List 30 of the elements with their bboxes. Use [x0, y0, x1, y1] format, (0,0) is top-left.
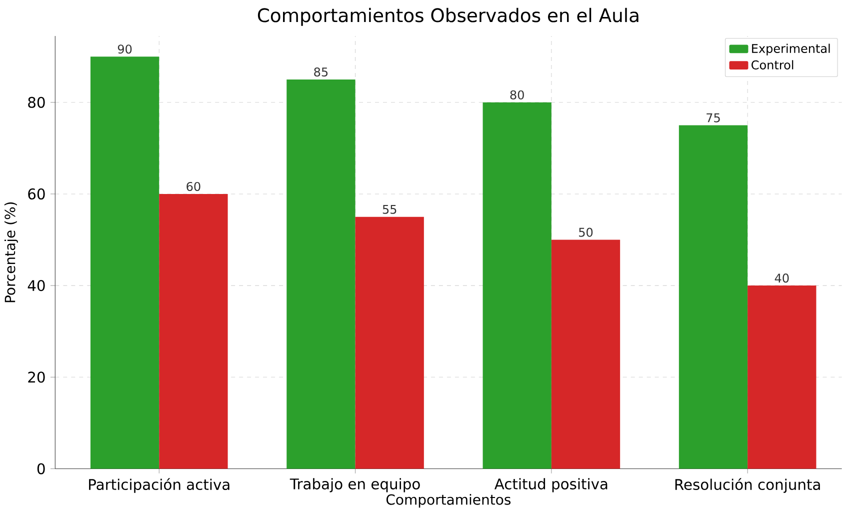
data-label: 80 [510, 90, 524, 100]
bar [551, 240, 620, 469]
x-tick-label: Actitud positiva [494, 478, 608, 492]
y-tick-label: 60 [28, 188, 45, 200]
x-tick-label: Participación activa [89, 478, 230, 493]
y-tick-label: 80 [28, 96, 45, 108]
legend-label: Experimental [752, 44, 830, 56]
y-tick-label: 0 [37, 463, 45, 474]
data-label: 40 [774, 274, 789, 283]
y-tick-label: 40 [28, 280, 45, 292]
y-axis-title: Porcentaje (%) [4, 202, 18, 302]
x-tick-label: Resolución conjunta [675, 478, 820, 493]
x-tick-label: Trabajo en equipo [290, 478, 420, 492]
data-label: 60 [186, 182, 200, 192]
data-label: 55 [382, 205, 396, 214]
x-axis-title: Comportamientos [386, 494, 511, 508]
bar [355, 216, 424, 469]
bar [159, 194, 228, 469]
bar [748, 286, 816, 469]
bar [482, 102, 552, 469]
data-label: 75 [706, 113, 720, 122]
bar [678, 125, 748, 469]
chart-title: Comportamientos Observados en el Aula [258, 8, 638, 26]
bar [90, 56, 160, 469]
legend-label: Control [752, 60, 794, 70]
bar [286, 79, 356, 469]
y-tick-label: 20 [28, 372, 45, 383]
data-label: 90 [118, 44, 132, 54]
data-label: 85 [314, 67, 328, 77]
data-label: 50 [579, 228, 593, 237]
